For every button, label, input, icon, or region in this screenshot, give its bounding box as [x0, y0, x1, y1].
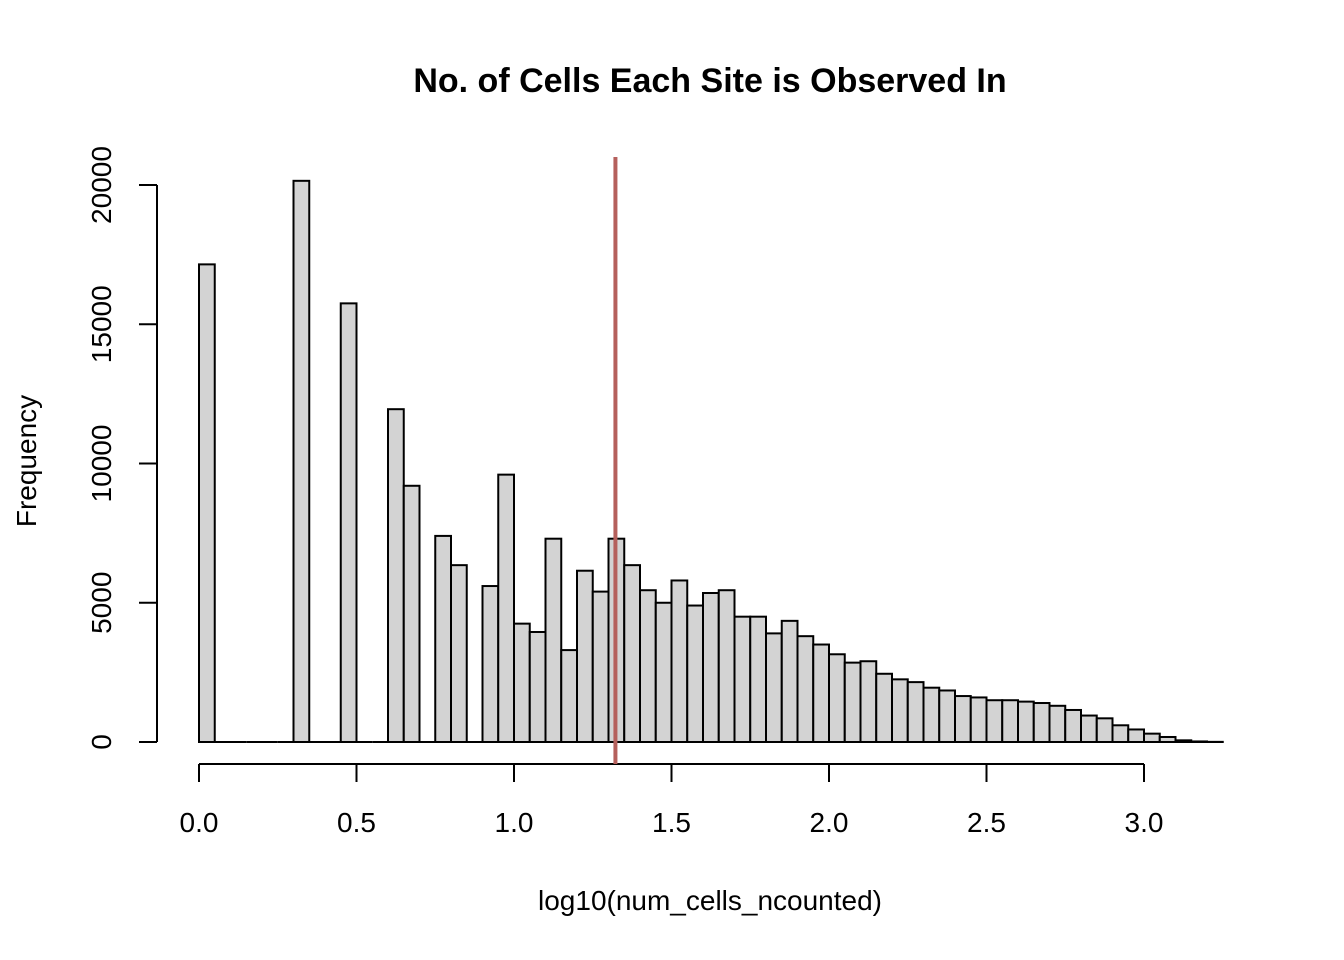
histogram-bar: [891, 678, 909, 744]
histogram-bar: [639, 589, 657, 744]
histogram-bar: [1158, 735, 1177, 743]
histogram-bar: [717, 589, 736, 744]
histogram-bar: [670, 579, 689, 743]
histogram-bar: [513, 622, 531, 744]
y-tick-label: 0: [86, 734, 117, 750]
x-tick-label: 3.0: [1125, 807, 1164, 838]
bars-group: [198, 179, 1224, 744]
histogram-bar: [1190, 740, 1208, 743]
x-tick-label: 2.0: [810, 807, 849, 838]
x-tick-label: 0.0: [180, 807, 219, 838]
x-axis-label: log10(num_cells_ncounted): [538, 885, 882, 916]
y-axis: 0 5000 10000 15000 20000: [86, 146, 158, 750]
histogram-bar: [1127, 728, 1145, 744]
histogram-bar: [576, 569, 594, 743]
x-tick-label: 1.5: [652, 807, 691, 838]
histogram-bar: [969, 696, 988, 744]
histogram-bar: [843, 661, 862, 743]
histogram-bar: [1174, 739, 1193, 743]
x-tick-label: 0.5: [337, 807, 376, 838]
histogram-bar: [1001, 699, 1019, 743]
histogram-bar: [733, 615, 752, 743]
histogram-bar: [796, 635, 815, 743]
histogram-bar: [1064, 708, 1082, 743]
histogram-bar: [198, 263, 216, 743]
y-tick-label: 10000: [86, 425, 117, 503]
histogram-bar: [1048, 704, 1067, 743]
histogram-bar: [702, 592, 720, 743]
histogram-bar: [906, 681, 925, 743]
histogram-bar: [954, 695, 972, 743]
histogram-bar: [859, 660, 878, 743]
histogram-bar: [922, 686, 941, 744]
histogram-bar: [623, 564, 641, 744]
histogram-bar: [402, 484, 421, 743]
histogram-bar: [450, 564, 468, 744]
histogram-bar: [812, 643, 830, 744]
x-axis: 0.0 0.5 1.0 1.5 2.0 2.5 3.0: [180, 763, 1164, 838]
x-tick-label: 1.0: [495, 807, 534, 838]
histogram-bar: [828, 653, 846, 744]
histogram-bar: [528, 630, 547, 743]
histogram-bar: [1017, 700, 1035, 743]
histogram-bar: [1080, 714, 1098, 743]
histogram-bar: [591, 590, 610, 743]
x-tick-label: 2.5: [967, 807, 1006, 838]
histogram-bar: [875, 672, 893, 744]
y-tick-label: 5000: [86, 572, 117, 634]
histogram-bar: [339, 302, 358, 743]
histogram-bar: [938, 689, 956, 743]
histogram-bar: [544, 537, 563, 743]
histogram-bar: [560, 649, 578, 743]
y-axis-label: Frequency: [11, 395, 42, 527]
histogram-bar: [1095, 717, 1114, 744]
histogram-bar: [765, 632, 783, 744]
histogram-bar: [387, 408, 405, 743]
y-tick-label: 20000: [86, 146, 117, 224]
histogram-bar: [780, 619, 799, 743]
histogram-bar: [497, 473, 515, 743]
histogram-bar: [686, 604, 704, 743]
histogram-bar: [1032, 702, 1051, 744]
histogram-bar: [749, 615, 767, 743]
chart-title: No. of Cells Each Site is Observed In: [413, 62, 1006, 100]
histogram-bar: [292, 179, 311, 743]
histogram-bar: [481, 585, 500, 743]
histogram-bar: [1111, 724, 1130, 743]
histogram-bar: [985, 699, 1004, 743]
histogram-bar: [1143, 732, 1161, 744]
y-tick-label: 15000: [86, 285, 117, 363]
histogram-bar: [434, 534, 452, 743]
histogram-bar: [654, 601, 673, 743]
